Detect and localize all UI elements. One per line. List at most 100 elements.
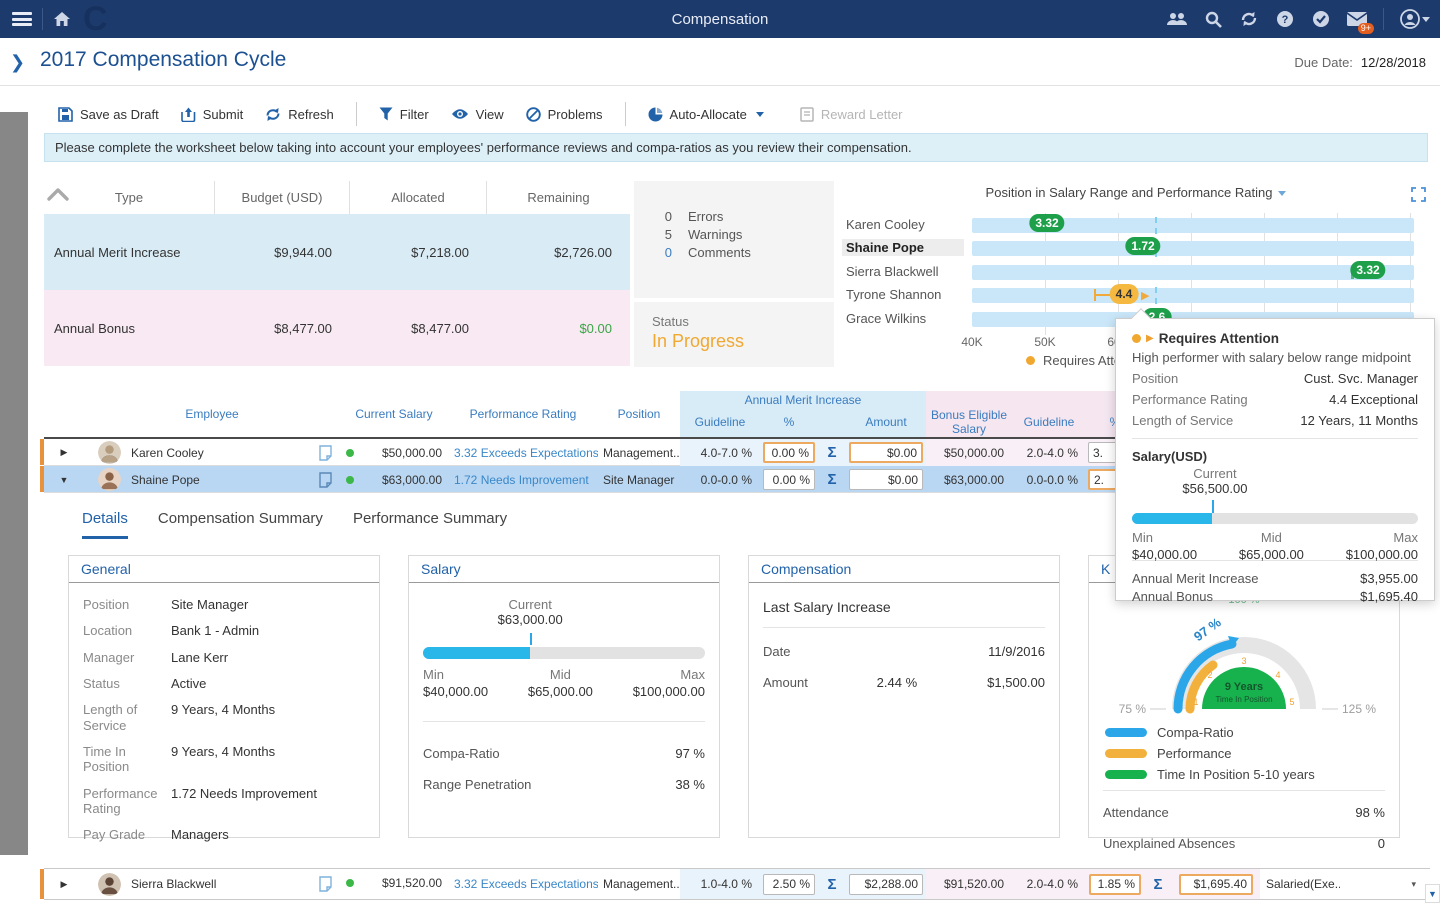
note-icon[interactable] bbox=[319, 876, 332, 892]
chart-row[interactable]: Karen Cooley 3.32 bbox=[840, 214, 1432, 237]
merit-amount-input[interactable] bbox=[849, 873, 923, 895]
col-merit-amount[interactable]: Amount bbox=[846, 409, 926, 437]
col-bonus-eligible-salary[interactable]: Bonus Eligible Salary bbox=[926, 408, 1012, 437]
kpi-panel: K 100 % 1 2 3 4 5 9 Years Time In Positi… bbox=[1088, 555, 1400, 851]
col-employee[interactable]: Employee bbox=[185, 407, 239, 421]
budget-type: Annual Merit Increase bbox=[54, 244, 181, 260]
bonus-guideline-cell: 0.0-0.0 % bbox=[1026, 472, 1078, 487]
warnings-count: 5 bbox=[664, 227, 672, 242]
directory-icon[interactable] bbox=[1167, 9, 1187, 29]
employee-name[interactable]: Shaine Pope bbox=[131, 472, 200, 487]
merit-pct-input[interactable] bbox=[763, 469, 815, 490]
compensation-panel: Compensation Last Salary Increase Date 11… bbox=[748, 555, 1060, 838]
comments-label[interactable]: Comments bbox=[688, 245, 751, 260]
value: 9 Years, 4 Months bbox=[171, 702, 276, 718]
note-icon[interactable] bbox=[319, 444, 332, 461]
date-value: 11/9/2016 bbox=[988, 644, 1045, 659]
merit-amount-input[interactable] bbox=[849, 469, 923, 490]
scrollbar-down-button[interactable]: ▼ bbox=[1425, 884, 1440, 903]
rating-badge-attention[interactable]: 4.4 bbox=[1109, 284, 1139, 304]
bonus-pct-input[interactable] bbox=[1089, 873, 1141, 895]
sum-icon[interactable]: Σ bbox=[1153, 875, 1163, 893]
chart-row[interactable]: Tyrone Shannon 4.4 ▶ bbox=[840, 284, 1432, 307]
sum-icon[interactable]: Σ bbox=[827, 444, 837, 461]
expand-panel-icon[interactable]: ❯ bbox=[10, 52, 26, 72]
attendance-label: Attendance bbox=[1103, 805, 1169, 820]
value: 4.4 Exceptional bbox=[1329, 392, 1418, 407]
warnings-label[interactable]: Warnings bbox=[688, 227, 743, 242]
table-row[interactable]: Annual Merit Increase $9,944.00 $7,218.0… bbox=[44, 214, 630, 290]
chart-row-label: Grace Wilkins bbox=[846, 311, 927, 326]
col-current-salary[interactable]: Current Salary bbox=[355, 407, 433, 421]
merit-amount-input[interactable] bbox=[849, 442, 923, 463]
save-as-draft-button[interactable]: Save as Draft bbox=[58, 107, 159, 122]
col-bonus-guideline[interactable]: Guideline bbox=[1012, 409, 1086, 437]
due-date-label: Due Date: bbox=[1294, 55, 1353, 70]
submit-button[interactable]: Submit bbox=[180, 107, 243, 122]
gauge-center-value: 9 Years bbox=[1225, 681, 1263, 693]
general-heading: General bbox=[69, 556, 379, 583]
collapse-summary-icon[interactable] bbox=[47, 188, 69, 201]
midpoint-tick bbox=[1155, 287, 1157, 304]
home-icon[interactable] bbox=[53, 11, 71, 27]
menu-icon[interactable] bbox=[12, 12, 32, 26]
note-icon[interactable] bbox=[319, 471, 332, 488]
chart-title[interactable]: Position in Salary Range and Performance… bbox=[840, 185, 1432, 200]
detail-tabs: Details Compensation Summary Performance… bbox=[82, 510, 507, 539]
maximize-icon[interactable] bbox=[1411, 187, 1426, 202]
tab-performance-summary[interactable]: Performance Summary bbox=[352, 510, 508, 527]
gauge-scale-2: 2 bbox=[1207, 670, 1212, 680]
bonus-amount-input[interactable] bbox=[1179, 873, 1253, 895]
employee-row[interactable]: ▶ Sierra Blackwell $91,520.00 3.32 Excee… bbox=[40, 869, 1430, 899]
chart-row[interactable]: Sierra Blackwell 3.32 bbox=[840, 261, 1432, 284]
reward-letter-button[interactable]: Reward Letter bbox=[800, 107, 903, 122]
col-merit-guideline[interactable]: Guideline bbox=[680, 409, 760, 437]
refresh-button[interactable]: Refresh bbox=[265, 107, 334, 122]
chevron-down-icon[interactable]: ▾ bbox=[1411, 878, 1416, 889]
chart-row-label: Shaine Pope bbox=[842, 239, 964, 256]
auto-allocate-button[interactable]: Auto-Allocate bbox=[648, 107, 764, 122]
sum-icon[interactable]: Σ bbox=[827, 471, 837, 488]
table-row[interactable]: Annual Bonus $8,477.00 $8,477.00 $0.00 bbox=[44, 290, 630, 366]
absences-label: Unexplained Absences bbox=[1103, 836, 1236, 851]
min-value: $40,000.00 bbox=[1132, 546, 1198, 562]
sync-icon[interactable] bbox=[1239, 9, 1259, 29]
merit-pct-input[interactable] bbox=[763, 873, 815, 895]
col-type: Type bbox=[44, 181, 215, 214]
tab-compensation-summary[interactable]: Compensation Summary bbox=[157, 510, 323, 527]
collapse-row-icon[interactable]: ▼ bbox=[59, 474, 69, 485]
col-position[interactable]: Position bbox=[617, 407, 661, 421]
mail-icon[interactable]: 9+ bbox=[1347, 9, 1374, 34]
col-merit-pct[interactable]: % bbox=[760, 409, 818, 437]
rating-badge[interactable]: 3.32 bbox=[1350, 261, 1386, 279]
errors-label[interactable]: Errors bbox=[688, 209, 724, 224]
performance-rating-link[interactable]: 3.32 Exceeds Expectations bbox=[454, 445, 598, 460]
chart-row[interactable]: Shaine Pope 1.72 bbox=[840, 237, 1432, 260]
problems-button[interactable]: Problems bbox=[525, 106, 603, 122]
performance-swatch bbox=[1105, 749, 1147, 758]
merit-value: $3,955.00 bbox=[1360, 571, 1418, 586]
help-icon[interactable]: ? bbox=[1275, 9, 1295, 29]
expand-row-icon[interactable]: ▶ bbox=[60, 878, 68, 889]
refresh-label: Refresh bbox=[288, 106, 334, 122]
rating-badge[interactable]: 1.72 bbox=[1125, 237, 1161, 255]
problems-label: Problems bbox=[547, 106, 603, 122]
collapsed-side-panel[interactable] bbox=[0, 112, 28, 855]
tab-details[interactable]: Details bbox=[82, 510, 128, 539]
approvals-icon[interactable] bbox=[1311, 9, 1331, 29]
merit-pct-input[interactable] bbox=[763, 442, 815, 463]
status-dot-icon bbox=[346, 448, 354, 457]
view-button[interactable]: View bbox=[451, 107, 504, 122]
employee-name[interactable]: Sierra Blackwell bbox=[131, 877, 217, 891]
col-performance-rating[interactable]: Performance Rating bbox=[469, 407, 577, 421]
sum-icon[interactable]: Σ bbox=[827, 875, 837, 893]
filter-button[interactable]: Filter bbox=[379, 107, 429, 122]
performance-rating-link[interactable]: 1.72 Needs Improvement bbox=[454, 472, 589, 487]
rating-badge[interactable]: 3.32 bbox=[1029, 214, 1065, 232]
search-icon[interactable] bbox=[1203, 9, 1223, 29]
compa-ratio-swatch bbox=[1105, 728, 1147, 737]
expand-row-icon[interactable]: ▶ bbox=[60, 447, 68, 457]
employee-name[interactable]: Karen Cooley bbox=[131, 445, 204, 460]
performance-rating-link[interactable]: 3.32 Exceeds Expectations bbox=[454, 877, 598, 891]
profile-icon[interactable] bbox=[1400, 9, 1430, 29]
